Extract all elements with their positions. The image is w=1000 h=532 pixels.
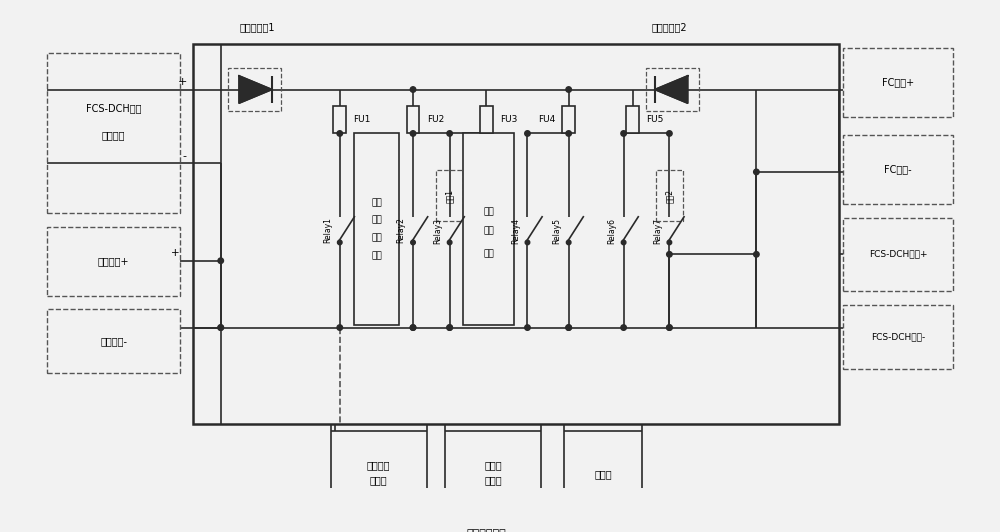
Circle shape bbox=[411, 240, 415, 245]
Polygon shape bbox=[655, 76, 688, 103]
Text: +: + bbox=[177, 77, 187, 87]
Text: 功率二极管2: 功率二极管2 bbox=[652, 22, 687, 32]
Circle shape bbox=[667, 325, 672, 330]
Text: Relay1: Relay1 bbox=[323, 218, 332, 244]
Text: 加热器: 加热器 bbox=[594, 469, 612, 479]
Text: 绝缘: 绝缘 bbox=[483, 207, 494, 217]
Text: FCS-DCH输入+: FCS-DCH输入+ bbox=[869, 250, 928, 259]
Text: FU4: FU4 bbox=[538, 115, 555, 124]
Bar bbox=[843, 305, 953, 369]
Text: FU3: FU3 bbox=[500, 115, 517, 124]
Bar bbox=[463, 134, 514, 325]
Text: 检测: 检测 bbox=[483, 226, 494, 235]
Bar bbox=[354, 134, 399, 325]
Circle shape bbox=[410, 87, 416, 92]
Text: 控制: 控制 bbox=[371, 234, 382, 243]
Text: FU2: FU2 bbox=[427, 115, 444, 124]
Circle shape bbox=[218, 325, 223, 330]
Text: 空气泵: 空气泵 bbox=[484, 460, 502, 470]
Bar bbox=[646, 69, 699, 111]
Circle shape bbox=[525, 240, 530, 245]
Text: FU5: FU5 bbox=[646, 115, 664, 124]
Circle shape bbox=[410, 325, 416, 330]
Text: Relay3: Relay3 bbox=[433, 218, 442, 244]
Text: 功率二极管1: 功率二极管1 bbox=[240, 22, 275, 32]
Circle shape bbox=[566, 87, 571, 92]
Text: 接口电路: 接口电路 bbox=[102, 130, 125, 140]
Bar bbox=[228, 69, 281, 111]
Text: 控制器: 控制器 bbox=[484, 476, 502, 486]
Bar bbox=[333, 106, 346, 134]
Bar bbox=[47, 309, 180, 373]
Circle shape bbox=[447, 131, 452, 136]
Text: Relay6: Relay6 bbox=[607, 218, 616, 244]
Circle shape bbox=[667, 325, 672, 330]
Text: 预充1: 预充1 bbox=[445, 189, 454, 203]
Circle shape bbox=[447, 240, 452, 245]
Text: 预充2: 预充2 bbox=[665, 189, 674, 203]
Text: 模块: 模块 bbox=[371, 252, 382, 261]
Circle shape bbox=[337, 325, 343, 330]
Text: 散热风扇: 散热风扇 bbox=[367, 460, 390, 470]
Circle shape bbox=[621, 240, 626, 245]
Circle shape bbox=[566, 240, 571, 245]
Circle shape bbox=[410, 325, 416, 330]
Bar bbox=[656, 170, 683, 221]
Circle shape bbox=[667, 252, 672, 257]
Circle shape bbox=[410, 131, 416, 136]
Text: +: + bbox=[171, 248, 180, 259]
Text: 燃料: 燃料 bbox=[371, 198, 382, 207]
Circle shape bbox=[566, 131, 571, 136]
Bar bbox=[626, 106, 639, 134]
Bar bbox=[47, 53, 180, 213]
Circle shape bbox=[525, 325, 530, 330]
Circle shape bbox=[667, 240, 672, 245]
Text: 控制器: 控制器 bbox=[370, 476, 387, 486]
Text: 高压支路模块: 高压支路模块 bbox=[466, 529, 506, 532]
Text: FCS-DCH输出: FCS-DCH输出 bbox=[86, 103, 141, 113]
Bar bbox=[47, 227, 180, 295]
Circle shape bbox=[337, 240, 342, 245]
Bar bbox=[480, 106, 493, 134]
Text: 动力电池+: 动力电池+ bbox=[98, 256, 129, 265]
Text: FU1: FU1 bbox=[354, 115, 371, 124]
Circle shape bbox=[621, 131, 626, 136]
Text: -: - bbox=[183, 151, 187, 161]
Circle shape bbox=[754, 252, 759, 257]
Bar bbox=[312, 497, 660, 532]
Bar bbox=[843, 218, 953, 291]
Bar bbox=[843, 135, 953, 204]
Circle shape bbox=[447, 325, 452, 330]
Circle shape bbox=[218, 258, 223, 263]
Text: 模块: 模块 bbox=[483, 249, 494, 258]
Bar bbox=[843, 48, 953, 117]
Text: FC输出-: FC输出- bbox=[884, 164, 912, 174]
Polygon shape bbox=[239, 76, 272, 103]
Circle shape bbox=[621, 325, 626, 330]
Text: 电池: 电池 bbox=[371, 215, 382, 224]
Text: Relay2: Relay2 bbox=[397, 218, 406, 244]
Bar bbox=[562, 106, 575, 134]
Circle shape bbox=[525, 131, 530, 136]
Circle shape bbox=[566, 325, 571, 330]
Bar bbox=[193, 44, 839, 423]
Text: 动力电池-: 动力电池- bbox=[100, 336, 127, 346]
Bar bbox=[407, 106, 419, 134]
Text: FC输出+: FC输出+ bbox=[882, 77, 914, 87]
Text: Relay4: Relay4 bbox=[511, 218, 520, 244]
Circle shape bbox=[447, 325, 452, 330]
Text: Relay7: Relay7 bbox=[653, 218, 662, 244]
Text: FCS-DCH输入-: FCS-DCH输入- bbox=[871, 332, 925, 341]
Text: Relay5: Relay5 bbox=[552, 218, 561, 244]
Circle shape bbox=[218, 325, 223, 330]
Circle shape bbox=[754, 169, 759, 174]
Circle shape bbox=[337, 131, 343, 136]
Bar bbox=[436, 170, 463, 221]
Circle shape bbox=[667, 131, 672, 136]
Circle shape bbox=[566, 325, 571, 330]
